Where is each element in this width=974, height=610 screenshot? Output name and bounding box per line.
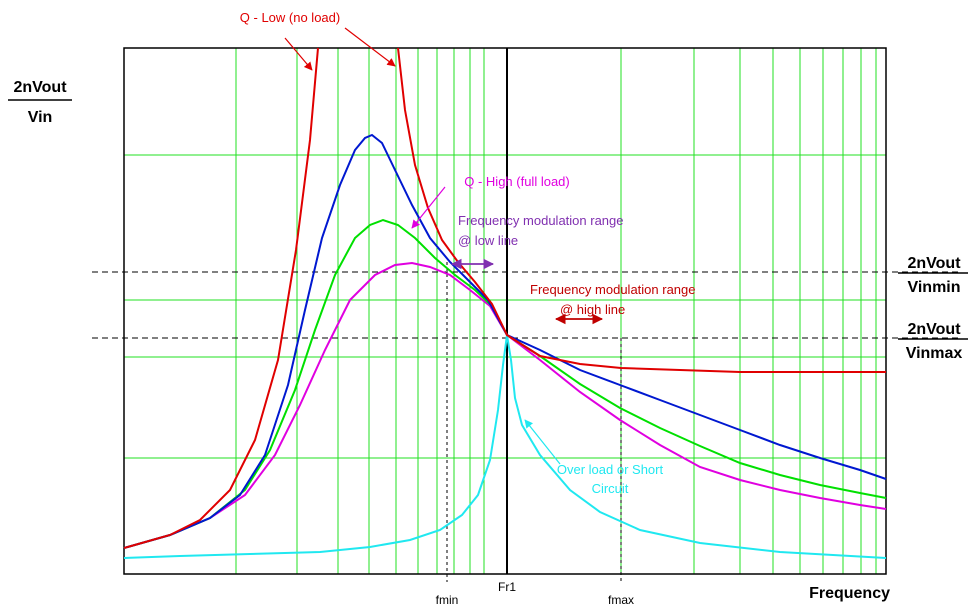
q-low-label: Q - Low (no load) — [240, 10, 340, 25]
q-low-right-arrow — [344, 27, 396, 67]
overload-label-line2: Circuit — [592, 481, 629, 496]
y-axis-label-numerator: 2nVout — [13, 79, 67, 96]
grid-lines — [124, 48, 886, 574]
vinmax-label-numerator: 2nVout — [907, 321, 961, 338]
mid-load-curve — [123, 133, 887, 549]
plot-frame — [123, 47, 887, 575]
no-load-curve — [123, 47, 886, 549]
x-axis-label: Frequency — [809, 585, 890, 602]
overload-arrow — [524, 419, 561, 465]
high-line-range-label-line2: @ high line — [560, 302, 625, 317]
light-load-curve — [123, 218, 887, 549]
q-high-arrow — [411, 186, 446, 229]
overload-curve — [123, 334, 887, 559]
low-line-range-label-line1: Frequency modulation range — [458, 213, 624, 228]
high-line-range-label-line1: Frequency modulation range — [530, 282, 696, 297]
overload-label-line1: Over load or Short — [557, 462, 664, 477]
q-low-left-arrow — [284, 37, 313, 71]
vinmin-label-numerator: 2nVout — [907, 255, 961, 272]
vinmin-label-denominator: Vinmin — [907, 279, 960, 296]
vinmax-label-denominator: Vinmax — [906, 345, 963, 362]
fmin-label: fmin — [436, 593, 459, 607]
low-line-range-label-line2: @ low line — [458, 233, 518, 248]
q-high-label: Q - High (full load) — [464, 174, 569, 189]
fmax-label: fmax — [608, 593, 634, 607]
fr1-label: Fr1 — [498, 580, 516, 594]
y-axis-label-denominator: Vin — [28, 109, 53, 126]
full-load-curve — [123, 261, 887, 549]
